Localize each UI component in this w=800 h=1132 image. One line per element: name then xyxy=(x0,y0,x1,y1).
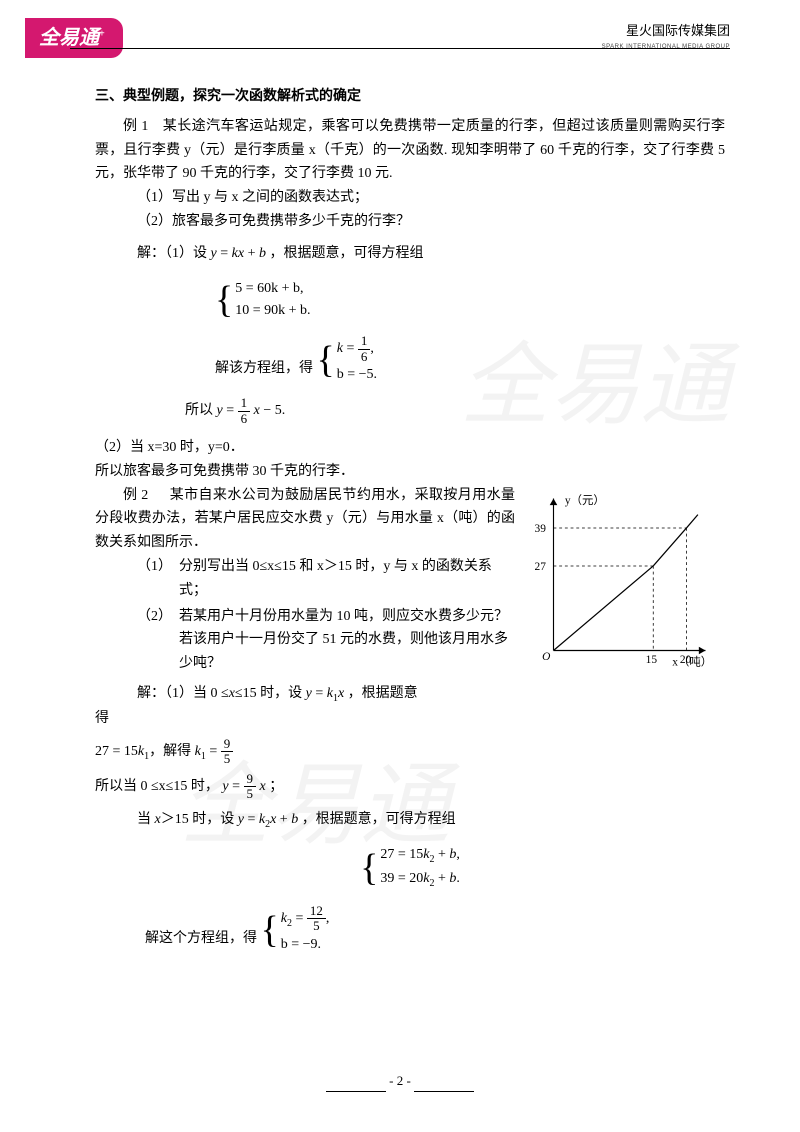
example2-body: 例 2某市自来水公司为鼓励居民节约用水，采取按月用水量分段收费办法，若某户居民应… xyxy=(95,484,515,555)
example1-text: 某长途汽车客运站规定，乘客可以免费携带一定质量的行李，但超过该质量则需购买行李票… xyxy=(95,119,725,182)
ex1-q1: （1）写出 y 与 x 之间的函数表达式； xyxy=(95,186,725,210)
example1-label: 例 1 xyxy=(123,119,148,134)
chart-x-label: x（吨） xyxy=(672,655,712,668)
q-text: 若某用户十月份用水量为 10 吨，则应交水费多少元？若该用户十一月份交了 51 … xyxy=(179,609,508,672)
ex2-so1: 所以当 0 ≤x≤15 时， y = 95 x ； xyxy=(95,772,725,802)
eq-line: 10 = 90k + b. xyxy=(235,303,310,318)
eq-line: b = −5. xyxy=(337,367,377,382)
eq-line: k2 = 125, xyxy=(281,911,330,926)
ex2-eq0: 27 = 15k1，解得 k1 = 95 xyxy=(95,737,725,767)
page-footer: - 2 - xyxy=(0,1070,800,1102)
ex1-eq-system: { 5 = 60k + b, 10 = 90k + b. xyxy=(95,278,725,323)
water-fee-chart: y（元） x（吨） O 39 27 15 20 xyxy=(525,489,715,679)
ex2-sol-lead: 解：（1）当 0 ≤x≤15 时，设 y = k1x ，根据题意 xyxy=(95,682,515,707)
eq-line: b = −9. xyxy=(281,937,321,952)
ex1-part2b: 所以旅客最多可免费携带 30 千克的行李． xyxy=(95,460,725,484)
chart-ytick: 39 xyxy=(535,522,547,534)
solve-lead-text: 解该方程组，得 xyxy=(215,361,313,376)
ex1-solution-lead: 解：（1）设 y = kx + b ，根据题意，可得方程组 xyxy=(95,242,725,266)
q-text: 分别写出当 0≤x≤15 和 x＞15 时，y 与 x 的函数关系式； xyxy=(179,559,492,598)
eq-line: k = 16, xyxy=(337,341,374,356)
example2-text: 某市自来水公司为鼓励居民节约用水，采取按月用水量分段收费办法，若某户居民应交水费… xyxy=(95,488,515,551)
q-tag: （1） xyxy=(137,559,165,574)
page-header: 全易通+ 星火国际传媒集团 SPARK INTERNATIONAL MEDIA … xyxy=(0,0,800,60)
ex2-cont: 得 xyxy=(95,707,725,731)
brand-text: 星火国际传媒集团 xyxy=(602,20,730,42)
ex2-when2: 当 x＞15 时，设 y = k2x + b ，根据题意，可得方程组 xyxy=(95,808,725,833)
ex2-eq-system: { 27 = 15k2 + b, 39 = 20k2 + b. xyxy=(95,844,725,892)
eq-line: 27 = 15k2 + b, xyxy=(380,847,460,862)
example2-label: 例 2 xyxy=(123,488,148,503)
example1-body: 例 1某长途汽车客运站规定，乘客可以免费携带一定质量的行李，但超过该质量则需购买… xyxy=(95,115,725,186)
eq-line: 39 = 20k2 + b. xyxy=(380,871,460,886)
eq-line: 5 = 60k + b, xyxy=(235,281,303,296)
so1-text: 所以当 0 ≤x≤15 时， xyxy=(95,779,219,794)
chart-ytick: 27 xyxy=(535,560,547,572)
ex1-solve: 解该方程组，得 { k = 16, b = −5. xyxy=(95,334,725,386)
logo-text: 全易通 xyxy=(39,27,99,49)
ex1-therefore: 所以 y = 16 x − 5. xyxy=(95,396,725,426)
logo: 全易通+ xyxy=(25,18,123,58)
chart-xtick: 20 xyxy=(680,653,692,665)
example2-block: 例 2某市自来水公司为鼓励居民节约用水，采取按月用水量分段收费办法，若某户居民应… xyxy=(95,484,725,707)
page-content: 三、典型例题，探究一次函数解析式的确定 例 1某长途汽车客运站规定，乘客可以免费… xyxy=(95,85,725,956)
ex1-q2: （2）旅客最多可免费携带多少千克的行李？ xyxy=(95,210,725,234)
q-tag: （2） xyxy=(137,609,165,624)
chart-xtick: 15 xyxy=(646,653,658,665)
solve2-lead: 解这个方程组，得 xyxy=(145,931,257,946)
ex2-q1: （1） 分别写出当 0≤x≤15 和 x＞15 时，y 与 x 的函数关系式； xyxy=(137,555,515,603)
ex2-q2: （2） 若某用户十月份用水量为 10 吨，则应交水费多少元？若该用户十一月份交了… xyxy=(137,605,515,676)
ex1-part2a: （2）当 x=30 时，y=0． xyxy=(95,436,725,460)
chart-y-label: y（元） xyxy=(565,494,605,507)
therefore-text: 所以 xyxy=(185,403,213,418)
header-divider xyxy=(70,48,730,49)
ex2-solve2: 解这个方程组，得 { k2 = 125, b = −9. xyxy=(95,904,725,956)
section-title: 三、典型例题，探究一次函数解析式的确定 xyxy=(95,85,725,109)
chart-origin: O xyxy=(542,651,550,663)
